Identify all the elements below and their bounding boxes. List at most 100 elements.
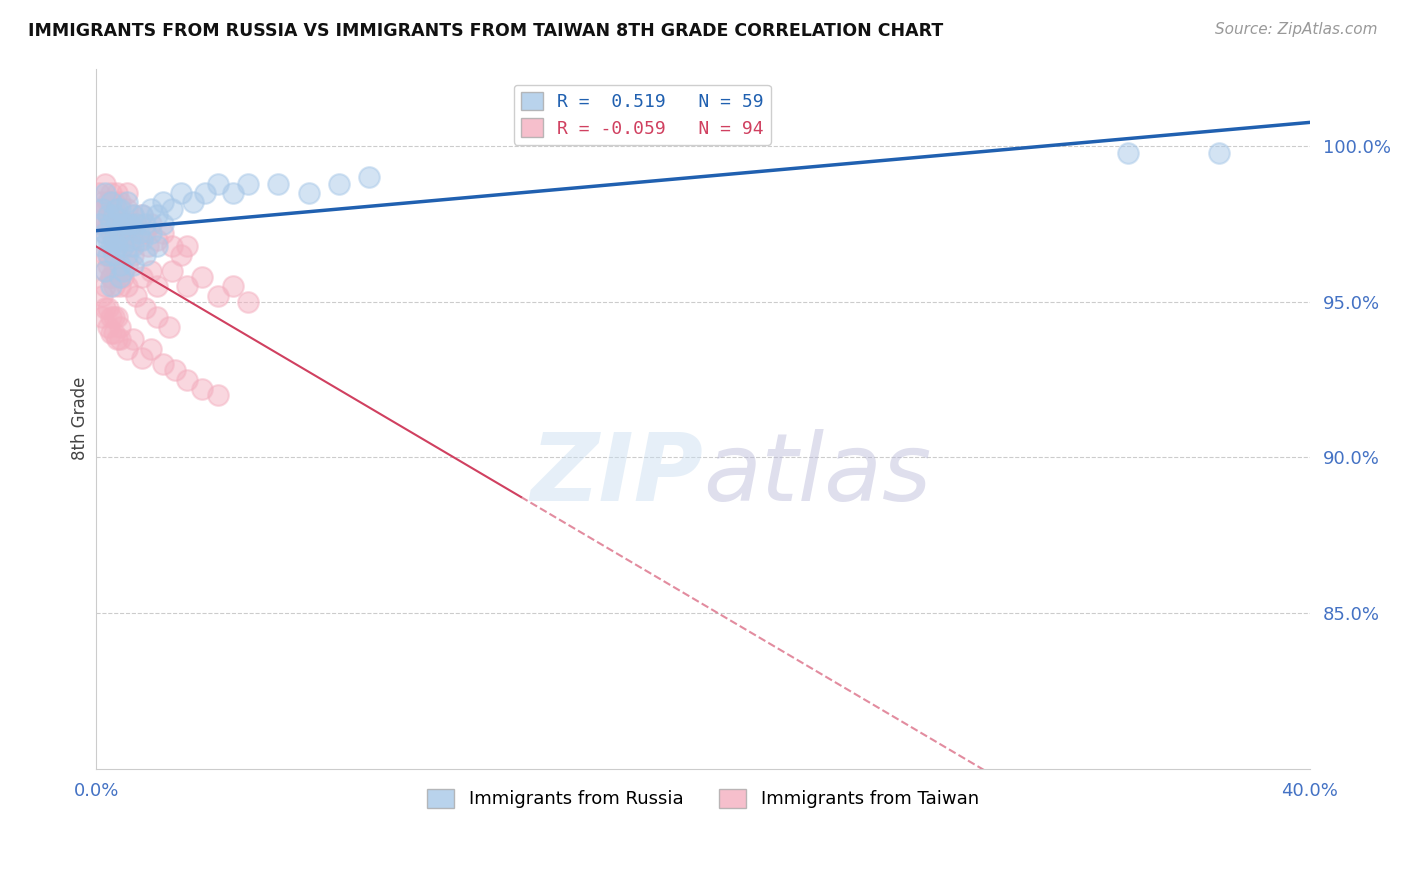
Legend: Immigrants from Russia, Immigrants from Taiwan: Immigrants from Russia, Immigrants from … (420, 781, 986, 815)
Point (136, 239, 159, 253)
Point (110, 258, 132, 272)
Point (107, 264, 129, 278)
Point (100, 202, 122, 216)
Point (103, 310, 125, 325)
Point (100, 326, 122, 340)
Point (131, 351, 153, 365)
Point (207, 388, 229, 402)
Text: Source: ZipAtlas.com: Source: ZipAtlas.com (1215, 22, 1378, 37)
Point (103, 208, 125, 222)
Point (94, 264, 117, 278)
Point (91, 195, 114, 210)
Point (128, 227, 150, 241)
Point (160, 264, 183, 278)
Point (112, 217, 135, 231)
Text: ZIP: ZIP (530, 428, 703, 521)
Point (94, 227, 117, 241)
Point (110, 279, 132, 293)
Point (103, 233, 125, 247)
Point (131, 208, 153, 222)
Point (118, 233, 141, 247)
Point (89, 186, 111, 200)
Point (100, 270, 122, 285)
Point (94, 264, 117, 278)
Point (134, 227, 156, 241)
Point (139, 217, 162, 231)
Point (165, 363, 187, 377)
Point (100, 217, 122, 231)
Point (124, 217, 146, 231)
Point (110, 217, 132, 231)
Point (97, 248, 120, 262)
Point (97, 208, 120, 222)
Point (1208, 145, 1230, 160)
Point (103, 326, 125, 340)
Point (359, 170, 381, 185)
Point (121, 227, 143, 241)
Point (152, 217, 174, 231)
Point (94, 248, 117, 262)
Point (176, 279, 198, 293)
Point (191, 382, 214, 396)
Point (107, 186, 129, 200)
Point (139, 342, 162, 356)
Point (146, 233, 169, 247)
Text: atlas: atlas (703, 429, 931, 520)
Point (207, 288, 229, 302)
Point (97, 208, 120, 222)
Point (121, 208, 143, 222)
Point (97, 319, 120, 334)
Point (207, 177, 229, 191)
Point (97, 258, 120, 272)
Point (89, 208, 111, 222)
Point (100, 279, 122, 293)
Point (94, 177, 117, 191)
Point (115, 342, 138, 356)
Point (91, 239, 114, 253)
Point (110, 227, 132, 241)
Text: IMMIGRANTS FROM RUSSIA VS IMMIGRANTS FROM TAIWAN 8TH GRADE CORRELATION CHART: IMMIGRANTS FROM RUSSIA VS IMMIGRANTS FRO… (28, 22, 943, 40)
Point (134, 248, 156, 262)
Point (100, 270, 122, 285)
Point (97, 248, 120, 262)
Point (176, 239, 198, 253)
Point (115, 227, 138, 241)
Point (115, 202, 138, 216)
Point (103, 233, 125, 247)
Point (107, 332, 129, 346)
Point (94, 186, 117, 200)
Point (103, 217, 125, 231)
Point (103, 279, 125, 293)
Point (139, 202, 162, 216)
Point (91, 310, 114, 325)
Point (115, 186, 138, 200)
Point (103, 248, 125, 262)
Point (222, 279, 245, 293)
Point (1116, 145, 1139, 160)
Point (121, 248, 143, 262)
Point (115, 258, 138, 272)
Point (191, 270, 214, 285)
Point (152, 227, 174, 241)
Point (100, 195, 122, 210)
Point (121, 258, 143, 272)
Point (100, 239, 122, 253)
Point (131, 233, 153, 247)
Point (112, 270, 135, 285)
Point (100, 186, 122, 200)
Point (170, 248, 193, 262)
Point (110, 270, 132, 285)
Point (176, 373, 198, 387)
Point (107, 310, 129, 325)
Point (267, 177, 290, 191)
Point (152, 357, 174, 371)
Point (100, 227, 122, 241)
Point (146, 239, 169, 253)
Point (107, 239, 129, 253)
Point (107, 202, 129, 216)
Point (103, 195, 125, 210)
Point (146, 310, 169, 325)
Point (194, 186, 217, 200)
Point (94, 301, 117, 315)
Point (91, 217, 114, 231)
